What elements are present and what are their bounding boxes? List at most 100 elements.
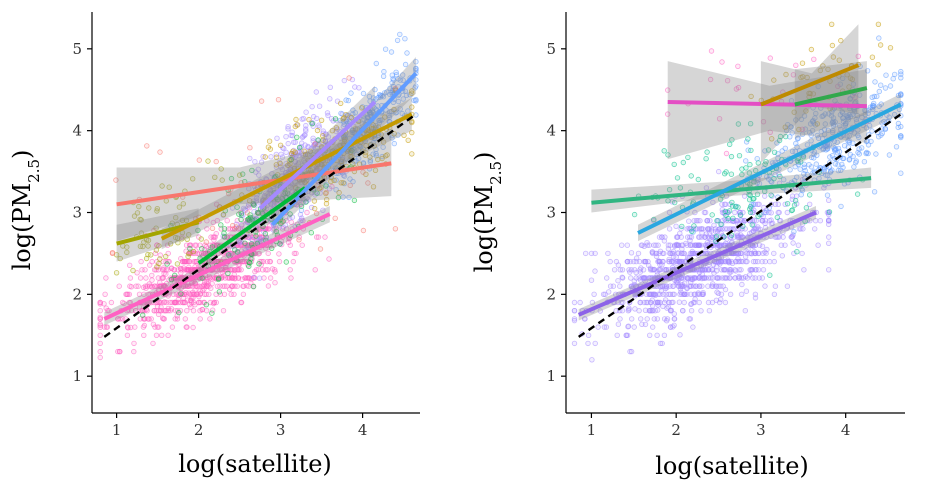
data-point	[799, 60, 806, 66]
data-point	[402, 61, 409, 68]
data-point	[377, 94, 384, 100]
data-point	[793, 117, 799, 123]
data-point	[749, 222, 755, 228]
data-point	[815, 135, 822, 141]
data-point	[324, 196, 330, 203]
data-point	[747, 120, 754, 127]
data-point	[689, 242, 696, 248]
data-point	[292, 158, 298, 165]
data-point	[628, 267, 635, 273]
data-point	[667, 308, 674, 314]
data-point	[380, 144, 386, 150]
data-point	[806, 161, 812, 168]
data-point	[729, 137, 735, 143]
data-point	[726, 208, 733, 214]
data-point	[659, 340, 665, 347]
data-point	[247, 144, 253, 151]
data-point	[124, 324, 131, 330]
data-point	[179, 258, 186, 265]
data-point	[258, 98, 265, 104]
data-point	[137, 216, 143, 223]
data-point	[391, 106, 397, 113]
data-point	[817, 67, 823, 74]
data-point	[199, 275, 205, 281]
data-point	[719, 59, 725, 65]
data-point	[755, 258, 761, 265]
data-point	[789, 130, 795, 136]
data-point	[754, 191, 761, 197]
data-point	[380, 73, 387, 79]
data-point	[256, 250, 262, 257]
data-point	[281, 145, 287, 152]
data-point	[380, 139, 387, 145]
fit-lines	[103, 72, 418, 321]
data-point	[218, 222, 224, 228]
data-point	[161, 270, 167, 277]
data-point	[175, 239, 181, 246]
data-point	[741, 217, 748, 224]
data-point	[136, 291, 143, 297]
data-point	[872, 79, 878, 85]
data-point	[725, 242, 731, 248]
confidence-band	[760, 24, 859, 164]
data-point	[852, 94, 858, 101]
data-point	[791, 228, 797, 235]
y-axis-title: log(PM2.5)	[470, 152, 505, 273]
data-point	[298, 203, 305, 209]
data-point	[771, 149, 778, 155]
data-point	[728, 153, 735, 160]
data-point	[168, 277, 175, 283]
data-point	[367, 98, 373, 104]
data-point	[767, 129, 773, 135]
data-point	[571, 308, 578, 314]
data-point	[761, 204, 767, 211]
x-tick-label: 3	[756, 421, 766, 439]
data-point	[285, 126, 291, 132]
data-point	[381, 68, 387, 75]
x-tick-label: 1	[112, 421, 122, 439]
data-point	[287, 242, 293, 248]
data-point	[771, 258, 777, 265]
data-point	[338, 100, 344, 107]
data-point	[275, 96, 282, 103]
data-point	[228, 175, 235, 182]
data-point	[228, 283, 235, 289]
data-point	[893, 144, 900, 150]
data-point	[745, 234, 751, 240]
data-point	[297, 211, 304, 218]
data-point	[325, 112, 331, 119]
data-point	[607, 258, 613, 265]
data-point	[702, 242, 708, 248]
data-point	[727, 291, 734, 297]
data-point	[97, 308, 103, 314]
data-point	[876, 88, 882, 95]
data-point	[367, 154, 373, 160]
data-point	[352, 84, 358, 90]
data-point	[849, 76, 855, 82]
data-point	[314, 127, 321, 134]
data-point	[829, 42, 836, 49]
data-point	[589, 357, 595, 363]
data-point	[121, 300, 127, 307]
data-point	[571, 316, 578, 322]
data-point	[709, 281, 716, 287]
data-point	[188, 298, 194, 304]
data-point	[877, 42, 884, 48]
data-point	[673, 254, 679, 260]
data-point	[592, 268, 598, 274]
data-point	[314, 190, 320, 196]
y-tick-label: 5	[72, 40, 82, 58]
data-point	[390, 76, 396, 82]
reference-line	[578, 113, 902, 338]
data-point	[873, 151, 879, 157]
data-point	[303, 178, 309, 184]
data-point	[795, 135, 801, 141]
data-point	[359, 105, 365, 111]
data-point	[343, 97, 349, 103]
data-point	[571, 317, 578, 324]
data-point	[657, 267, 663, 273]
data-point	[844, 71, 850, 78]
data-point	[688, 308, 695, 314]
data-point	[347, 176, 353, 182]
data-point	[262, 231, 269, 237]
